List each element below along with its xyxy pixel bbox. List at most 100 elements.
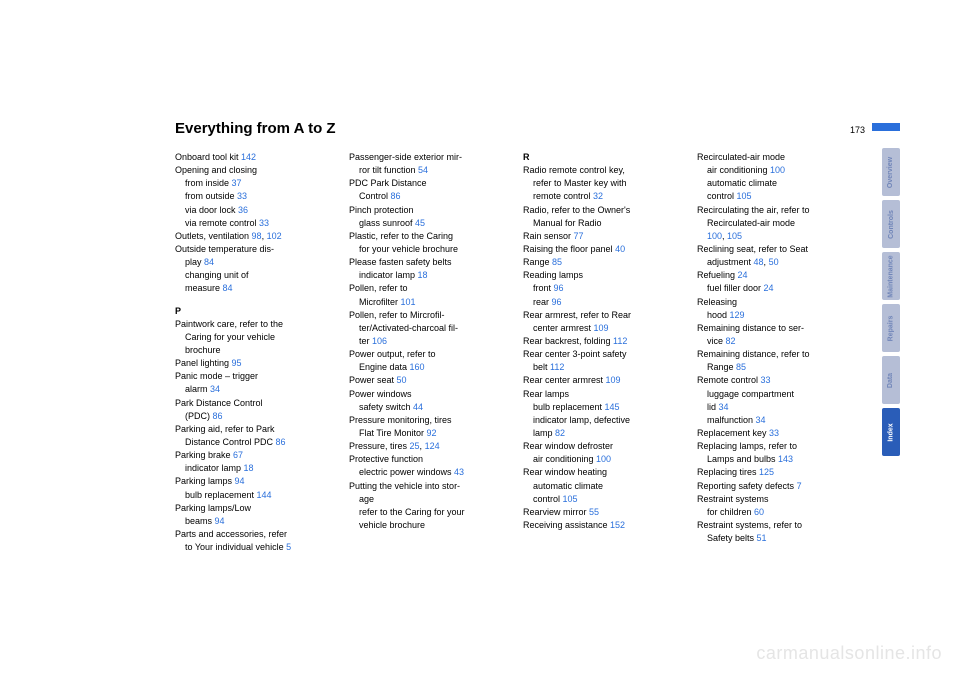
page-ref[interactable]: 86 [213, 411, 223, 421]
page-ref[interactable]: 43 [454, 467, 464, 477]
page-ref[interactable]: 25 [410, 441, 420, 451]
page-ref[interactable]: 98 [252, 231, 262, 241]
page-ref[interactable]: 85 [552, 257, 562, 267]
tab-repairs[interactable]: Repairs [882, 304, 900, 352]
page-ref[interactable]: 102 [267, 231, 282, 241]
page-ref[interactable]: 92 [427, 428, 437, 438]
page-ref[interactable]: 34 [210, 384, 220, 394]
page-ref[interactable]: 18 [244, 463, 254, 473]
page-ref[interactable]: 48 [754, 257, 764, 267]
page-ref[interactable]: 142 [241, 152, 256, 162]
page-ref[interactable]: 109 [594, 323, 609, 333]
index-entry: Restraint systems, refer to [697, 519, 857, 531]
page-ref[interactable]: 44 [413, 402, 423, 412]
page-ref[interactable]: 54 [418, 165, 428, 175]
page-ref[interactable]: 86 [276, 437, 286, 447]
index-column: Passenger-side exterior mir-ror tilt fun… [349, 151, 509, 554]
page-ref[interactable]: 145 [605, 402, 620, 412]
page-ref[interactable]: 67 [233, 450, 243, 460]
page-number: 173 [850, 125, 865, 135]
page-ref[interactable]: 77 [574, 231, 584, 241]
page-ref[interactable]: 85 [736, 362, 746, 372]
index-column: Onboard tool kit 142Opening and closingf… [175, 151, 335, 554]
page-ref[interactable]: 36 [238, 205, 248, 215]
page-ref[interactable]: 82 [555, 428, 565, 438]
page-ref[interactable]: 100 [707, 231, 722, 241]
index-page: Everything from A to Z 173 Onboard tool … [175, 120, 865, 554]
index-entry: from outside 33 [175, 190, 335, 202]
page-ref[interactable]: 160 [410, 362, 425, 372]
page-ref[interactable]: 40 [615, 244, 625, 254]
page-ref[interactable]: 105 [737, 191, 752, 201]
page-ref[interactable]: 112 [613, 336, 627, 346]
tab-maintenance[interactable]: Maintenance [882, 252, 900, 300]
tab-data[interactable]: Data [882, 356, 900, 404]
page-ref[interactable]: 37 [232, 178, 242, 188]
index-entry: center armrest 109 [523, 322, 683, 334]
page-ref[interactable]: 84 [204, 257, 214, 267]
index-entry: Restraint systems [697, 493, 857, 505]
page-ref[interactable]: 32 [593, 191, 603, 201]
page-ref[interactable]: 18 [418, 270, 428, 280]
entry-text: ror tilt function [359, 165, 418, 175]
page-ref[interactable]: 34 [719, 402, 729, 412]
page-ref[interactable]: 101 [401, 297, 416, 307]
index-entry: bulb replacement 145 [523, 401, 683, 413]
page-ref[interactable]: 124 [425, 441, 440, 451]
entry-text: Lamps and bulbs [707, 454, 778, 464]
page-ref[interactable]: 5 [286, 542, 291, 552]
tab-label: Maintenance [888, 255, 895, 297]
page-ref[interactable]: 143 [778, 454, 793, 464]
page-ref[interactable]: 105 [563, 494, 578, 504]
page-ref[interactable]: 82 [726, 336, 736, 346]
page-ref[interactable]: 95 [232, 358, 242, 368]
page-ref[interactable]: 112 [550, 362, 564, 372]
page-ref[interactable]: 96 [552, 297, 562, 307]
index-entry: Rear lamps [523, 388, 683, 400]
index-entry: alarm 34 [175, 383, 335, 395]
page-ref[interactable]: 50 [769, 257, 779, 267]
index-entry: Reporting safety defects 7 [697, 480, 857, 492]
page-ref[interactable]: 105 [727, 231, 742, 241]
entry-text: Flat Tire Monitor [359, 428, 427, 438]
page-ref[interactable]: 7 [797, 481, 802, 491]
page-ref[interactable]: 94 [235, 476, 245, 486]
tab-controls[interactable]: Controls [882, 200, 900, 248]
page-ref[interactable]: 33 [237, 191, 247, 201]
page-ref[interactable]: 33 [761, 375, 771, 385]
page-ref[interactable]: 144 [257, 490, 272, 500]
page-ref[interactable]: 55 [589, 507, 599, 517]
page-ref[interactable]: 152 [610, 520, 625, 530]
page-ref[interactable]: 106 [372, 336, 387, 346]
page-ref[interactable]: 51 [757, 533, 767, 543]
index-entry: Opening and closing [175, 164, 335, 176]
entry-text: Caring for your vehicle [185, 332, 275, 342]
entry-text: lamp [533, 428, 555, 438]
page-ref[interactable]: 33 [769, 428, 779, 438]
page-ref[interactable]: 129 [730, 310, 745, 320]
index-entry: beams 94 [175, 515, 335, 527]
entry-text: Pollen, refer to [349, 283, 408, 293]
page-ref[interactable]: 100 [770, 165, 785, 175]
tab-index[interactable]: Index [882, 408, 900, 456]
entry-text: Distance Control PDC [185, 437, 276, 447]
entry-text: measure [185, 283, 223, 293]
page-ref[interactable]: 125 [759, 467, 774, 477]
page-ref[interactable]: 34 [756, 415, 766, 425]
page-ref[interactable]: 86 [391, 191, 401, 201]
page-ref[interactable]: 24 [738, 270, 748, 280]
index-entry: vice 82 [697, 335, 857, 347]
index-entry: glass sunroof 45 [349, 217, 509, 229]
page-ref[interactable]: 33 [259, 218, 269, 228]
page-ref[interactable]: 84 [223, 283, 233, 293]
page-ref[interactable]: 100 [596, 454, 611, 464]
page-ref[interactable]: 109 [606, 375, 621, 385]
page-ref[interactable]: 24 [764, 283, 774, 293]
page-ref[interactable]: 60 [754, 507, 764, 517]
page-ref[interactable]: 96 [554, 283, 564, 293]
page-ref[interactable]: 94 [215, 516, 225, 526]
page-ref[interactable]: 50 [397, 375, 407, 385]
tab-overview[interactable]: Overview [882, 148, 900, 196]
index-entry: measure 84 [175, 282, 335, 294]
page-ref[interactable]: 45 [415, 218, 425, 228]
